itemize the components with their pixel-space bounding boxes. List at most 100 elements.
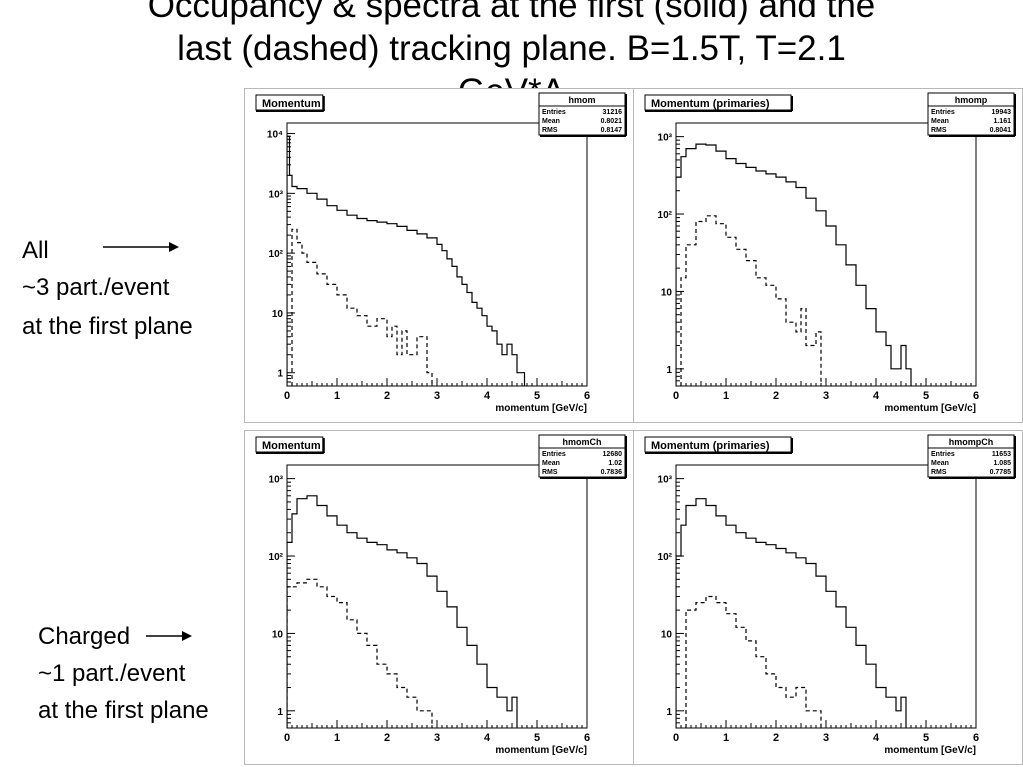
stat-value: 1.161 (993, 118, 1011, 125)
x-tick-label: 6 (584, 732, 590, 744)
all-label: All (22, 237, 49, 264)
first-plane-series (676, 498, 907, 728)
x-tick-label: 5 (923, 390, 929, 402)
stat-value: 0.8021 (601, 118, 623, 125)
stats-box: hmompCh Entries 11653 Mean 1.085 RMS 0.7785 (927, 434, 1016, 479)
y-tick-label: 10³ (658, 475, 673, 486)
histogram-name: hmom (569, 95, 596, 105)
x-tick-label: 4 (484, 732, 491, 744)
slide-title: Occupancy & spectra at the first (solid)… (0, 0, 1023, 113)
charged-label: Charged (38, 623, 131, 650)
stat-value: 19943 (992, 109, 1012, 116)
stat-key: Mean (542, 118, 560, 125)
y-axis: 1 10 10² 10³ (269, 475, 295, 729)
all-particles-per-event: ~3 part./event (22, 274, 170, 301)
y-tick-label: 1 (277, 369, 283, 380)
charged-particles-per-event: ~1 part./event (38, 660, 186, 687)
chart-panel-hmomch: Momentum hmomCh Entries 12680 Mean 1.02 RMS 0.7… (244, 430, 634, 765)
stat-value: 0.8147 (601, 127, 623, 134)
y-tick-label: 10² (658, 210, 673, 221)
y-tick-label: 10² (658, 552, 673, 563)
x-tick-label: 0 (284, 390, 290, 402)
stats-box: hmomCh Entries 12680 Mean 1.02 RMS 0.7836 (538, 434, 627, 479)
chart-title: Momentum (primaries) (651, 440, 770, 452)
stat-value: 31216 (603, 109, 623, 116)
stat-key: Mean (542, 460, 560, 467)
stat-key: RMS (931, 469, 947, 476)
chart-panel-hmom: Momentum hmom Entries 31216 Mean 0.8021 RMS 0.8… (244, 88, 634, 423)
title-line-1: Occupancy & spectra at the first (solid)… (147, 0, 876, 25)
x-tick-label: 6 (973, 732, 979, 744)
chart-title-box: Momentum (255, 436, 325, 454)
y-tick-label: 10 (272, 309, 284, 320)
x-tick-label: 6 (584, 390, 590, 402)
chart-title: Momentum (262, 440, 321, 452)
chart-title-box: Momentum (primaries) (644, 436, 793, 454)
stat-key: Mean (931, 118, 949, 125)
y-tick-label: 1 (277, 707, 283, 718)
stat-value: 0.8041 (990, 127, 1012, 134)
chart-title: Momentum (primaries) (651, 98, 770, 110)
y-tick-label: 10³ (269, 189, 284, 200)
all-arrow-icon (103, 242, 179, 252)
y-tick-label: 10 (661, 287, 673, 298)
x-tick-label: 1 (723, 390, 729, 402)
y-axis: 1 10 10² 10³ (658, 133, 684, 387)
x-tick-label: 3 (434, 390, 440, 402)
y-tick-label: 10 (272, 629, 284, 640)
stat-key: RMS (931, 127, 947, 134)
y-tick-label: 1 (666, 365, 672, 376)
all-plane-note: at the first plane (22, 313, 193, 340)
chart-title-box: Momentum (255, 94, 325, 112)
y-tick-label: 10³ (658, 133, 673, 144)
y-tick-label: 10⁴ (267, 130, 283, 141)
last-plane-series (287, 578, 433, 728)
x-axis-label: momentum [GeV/c] (495, 403, 587, 414)
plot-frame (286, 122, 588, 387)
x-axis-label: momentum [GeV/c] (884, 403, 976, 414)
x-tick-label: 2 (384, 390, 390, 402)
chart-title-box: Momentum (primaries) (644, 94, 793, 112)
y-tick-label: 10² (269, 552, 284, 563)
plot-frame (675, 464, 977, 729)
histogram-name: hmomp (955, 95, 988, 105)
last-plane-series (685, 595, 822, 728)
first-plane-series (287, 135, 526, 386)
x-tick-label: 3 (823, 732, 829, 744)
x-tick-label: 3 (434, 732, 440, 744)
last-plane-series (291, 228, 433, 386)
plot-frame (675, 122, 977, 387)
x-tick-label: 0 (673, 732, 679, 744)
stat-value: 0.7836 (601, 469, 623, 476)
x-tick-label: 2 (384, 732, 390, 744)
chart-panel-hmomp: Momentum (primaries) hmomp Entries 19943 Mea… (633, 88, 1023, 423)
x-tick-label: 1 (334, 390, 340, 402)
histogram-name: hmompCh (949, 437, 994, 447)
stat-key: Entries (542, 109, 566, 116)
chart-panel-hmompch: Momentum (primaries) hmompCh Entries 11653 M… (633, 430, 1023, 765)
x-axis-label: momentum [GeV/c] (495, 745, 587, 756)
stat-value: 0.7785 (990, 469, 1012, 476)
chart-svg: Momentum hmomCh Entries 12680 Mean 1.02 RMS 0.7… (255, 434, 627, 756)
x-tick-label: 4 (873, 390, 880, 402)
x-tick-label: 3 (823, 390, 829, 402)
x-tick-label: 5 (923, 732, 929, 744)
last-plane-series (680, 215, 822, 386)
charged-plane-note: at the first plane (38, 697, 209, 724)
stat-key: Entries (931, 451, 955, 458)
x-tick-label: 2 (773, 732, 779, 744)
chart-title: Momentum (262, 98, 321, 110)
stats-box-frame (927, 434, 1015, 478)
y-axis: 1 10 10² 10³ 10⁴ (267, 130, 295, 387)
y-tick-label: 1 (666, 707, 672, 718)
x-tick-label: 6 (973, 390, 979, 402)
stat-key: Entries (542, 451, 566, 458)
charged-arrow-icon (146, 631, 192, 641)
first-plane-series (287, 495, 518, 728)
x-tick-label: 0 (284, 732, 290, 744)
